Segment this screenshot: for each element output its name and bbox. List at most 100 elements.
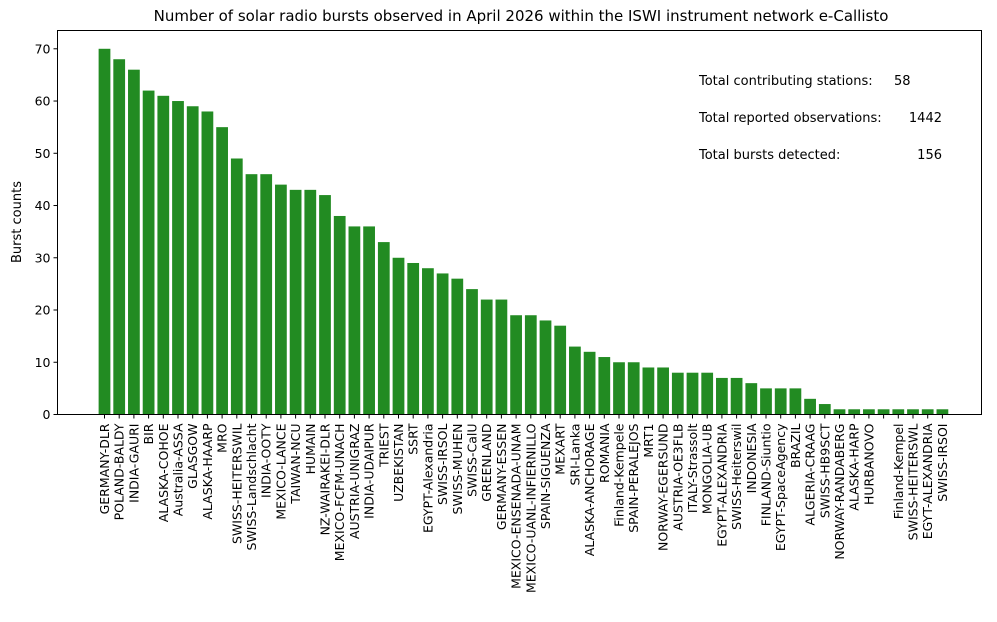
x-tick-label: AUSTRIA-OE3FLB bbox=[670, 424, 685, 531]
bar bbox=[451, 278, 464, 415]
x-tick-label: EGYPT-Alexandria bbox=[420, 424, 435, 534]
bar bbox=[583, 351, 596, 415]
bar bbox=[642, 367, 655, 415]
x-tick-label: GLASGOW bbox=[185, 424, 200, 489]
x-tick-label: GREENLAND bbox=[479, 424, 494, 502]
x-tick-label: GERMANY-DLR bbox=[97, 423, 112, 514]
bar bbox=[907, 409, 919, 415]
x-tick-label: SWISS-CalU bbox=[465, 424, 480, 497]
bar bbox=[716, 377, 728, 415]
bar bbox=[407, 262, 420, 415]
bar bbox=[524, 315, 537, 415]
x-tick-label: MONGOLIA-UB bbox=[700, 424, 715, 515]
bar bbox=[480, 299, 493, 415]
bar bbox=[686, 372, 699, 415]
bar bbox=[804, 398, 816, 415]
x-tick-label: INDIA-OOTY bbox=[259, 423, 274, 498]
y-tick-label: 50 bbox=[35, 146, 51, 161]
bar bbox=[319, 195, 331, 415]
x-tick-label: MRO bbox=[215, 423, 230, 452]
x-tick-label: Finland-Kempel bbox=[891, 424, 906, 520]
bar bbox=[113, 59, 126, 415]
chart-title: Number of solar radio bursts observed in… bbox=[154, 7, 889, 25]
x-tick-label: SWISS-Landschlacht bbox=[244, 423, 259, 550]
annotation-observations-label: Total reported observations: bbox=[698, 111, 882, 126]
x-tick-label: FINLAND-Siuntio bbox=[759, 424, 774, 527]
bar bbox=[877, 409, 890, 415]
bar bbox=[333, 215, 346, 415]
bar bbox=[833, 409, 846, 415]
x-tick-label: POLAND-BALDY bbox=[112, 423, 127, 520]
x-tick-label: INDIA-UDAIPUR bbox=[362, 423, 377, 519]
x-tick-label: AUSTRIA-UNIGRAZ bbox=[347, 424, 362, 540]
bar bbox=[892, 409, 905, 415]
bar bbox=[569, 346, 581, 415]
annotation-stations-value: 58 bbox=[894, 74, 911, 89]
bar bbox=[613, 362, 625, 415]
y-tick-label: 60 bbox=[35, 94, 51, 109]
bar bbox=[730, 377, 743, 415]
x-tick-label: GERMANY-ESSEN bbox=[494, 424, 509, 531]
x-tick-label: INDIA-GAURI bbox=[126, 424, 141, 503]
x-tick-label: ALASKA-HARP bbox=[847, 423, 862, 511]
y-tick-label: 40 bbox=[35, 198, 51, 213]
bar bbox=[436, 273, 449, 415]
bar bbox=[172, 101, 184, 415]
y-tick-label: 10 bbox=[35, 355, 51, 370]
bar bbox=[789, 388, 802, 415]
x-tick-label: MRT1 bbox=[641, 424, 656, 458]
annotation-stations-label: Total contributing stations: bbox=[698, 74, 873, 89]
x-tick-label: NORWAY-EGERSUND bbox=[656, 424, 671, 552]
bar bbox=[304, 189, 317, 415]
x-tick-label: ALGERIA-CRAAG bbox=[803, 424, 818, 526]
bar bbox=[142, 90, 155, 415]
y-tick-label: 70 bbox=[35, 41, 51, 56]
x-tick-label: SWISS-IRSOL bbox=[435, 423, 450, 505]
x-tick-label: SWISS-MUHEN bbox=[450, 424, 465, 515]
x-tick-label: SPAIN-SIGUENZA bbox=[538, 423, 553, 529]
bar bbox=[201, 111, 214, 415]
x-tick-label: INDONESIA bbox=[744, 423, 759, 493]
bar bbox=[230, 158, 243, 415]
bar bbox=[863, 409, 875, 415]
x-tick-label: HUMAIN bbox=[303, 424, 318, 475]
x-axis-ticks: GERMANY-DLR POLAND-BALDY INDIA-GAURI BIR ALA… bbox=[97, 414, 950, 593]
x-tick-label: MEXICO-ENSENADA-UNAM bbox=[509, 424, 524, 589]
bar bbox=[671, 372, 684, 415]
x-tick-label: MEXICO-LANCE bbox=[273, 423, 288, 519]
bar bbox=[554, 325, 567, 415]
x-tick-label: SSRT bbox=[406, 423, 421, 455]
bar bbox=[98, 48, 111, 415]
x-tick-label: SWISS-HB9SCT bbox=[817, 423, 832, 518]
bar bbox=[363, 226, 375, 415]
bar bbox=[701, 372, 714, 415]
x-tick-label: SWISS-HEITERSWL bbox=[906, 423, 921, 540]
bar bbox=[348, 226, 361, 415]
bar bbox=[657, 367, 669, 415]
bar bbox=[745, 383, 758, 415]
bar bbox=[921, 409, 934, 415]
x-tick-label: NORWAY-RANDABERG bbox=[832, 424, 847, 560]
bar bbox=[186, 106, 199, 415]
x-tick-label: UZBEKISTAN bbox=[391, 424, 406, 502]
x-tick-label: Australia-ASSA bbox=[171, 423, 186, 516]
bar bbox=[392, 257, 405, 415]
bar bbox=[422, 268, 434, 415]
x-tick-label: ITALY-Strassolt bbox=[685, 423, 700, 513]
x-tick-label: ALASKA-COHOE bbox=[156, 423, 171, 522]
x-tick-label: EGYT-ALEXANDRIA bbox=[920, 423, 935, 539]
bars-group bbox=[98, 48, 949, 415]
bar bbox=[818, 404, 831, 415]
x-tick-label: MEXICO-UANL-INFIERNILLO bbox=[523, 423, 538, 593]
bar bbox=[289, 189, 302, 415]
x-tick-label: TAIWAN-NCU bbox=[288, 424, 303, 505]
bar bbox=[848, 409, 861, 415]
annotations-group: Total contributing stations: 58 Total re… bbox=[698, 74, 942, 163]
y-tick-label: 0 bbox=[43, 407, 51, 422]
y-axis-ticks: 0 10 20 30 40 50 60 70 bbox=[35, 41, 58, 422]
x-tick-label: ALASKA-HAARP bbox=[200, 423, 215, 520]
bar bbox=[216, 127, 228, 415]
y-tick-label: 20 bbox=[35, 303, 51, 318]
bar bbox=[539, 320, 552, 415]
